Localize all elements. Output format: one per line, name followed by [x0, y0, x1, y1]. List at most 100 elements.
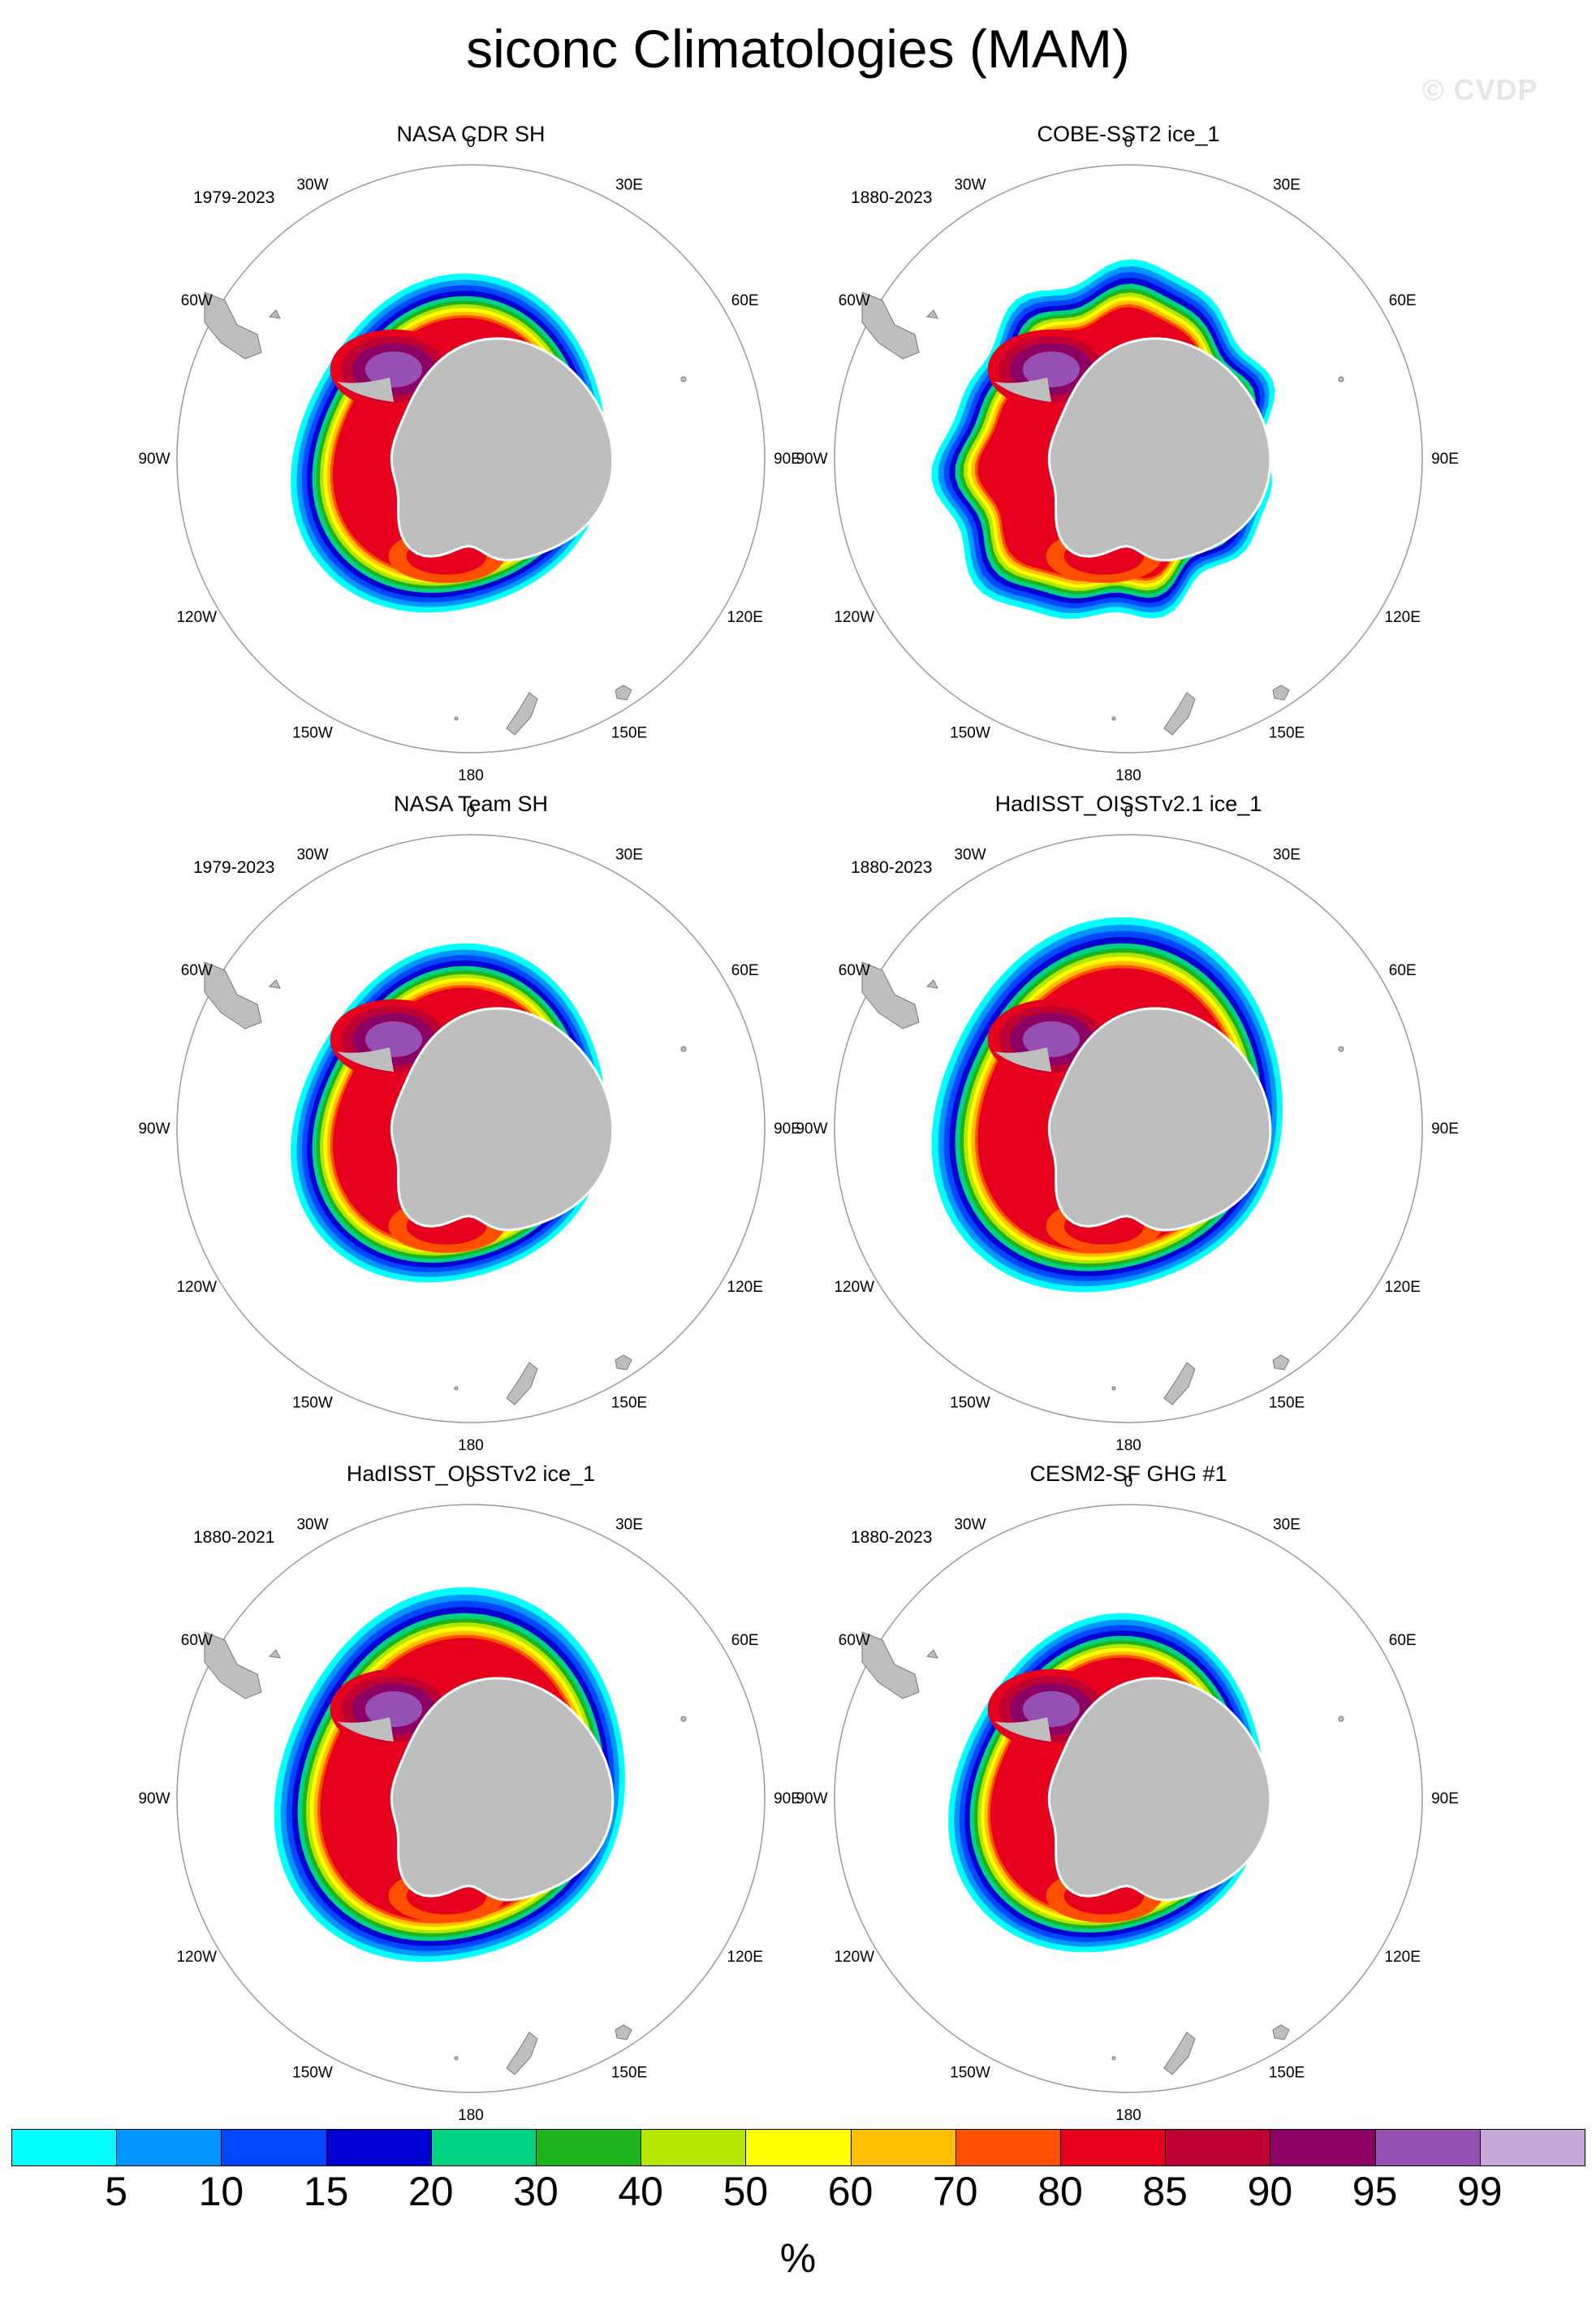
colorbar-segment: [430, 2129, 537, 2166]
longitude-label: 60E: [731, 1632, 759, 1649]
island-landmass: [454, 716, 459, 721]
colorbar-segment: [955, 2129, 1061, 2166]
colorbar-tick-label: 60: [827, 2169, 873, 2214]
longitude-labels: 0 30E 60E 90E 120E 150E 180 150W 120W 90W 60W 30W: [138, 804, 800, 1454]
colorbar-segment: [536, 2129, 642, 2166]
longitude-label: 90E: [774, 1790, 801, 1807]
island-landmass: [1338, 1716, 1344, 1722]
longitude-labels: 0 30E 60E 90E 120E 150E 180 150W 120W 90W 60W 30W: [796, 1474, 1458, 2124]
longitude-label: 60E: [1389, 962, 1417, 979]
longitude-label: 150E: [1269, 1395, 1305, 1412]
antarctic-peninsula: [337, 378, 394, 402]
longitude-label: 150W: [950, 1395, 990, 1412]
longitude-label: 60E: [731, 292, 759, 309]
longitude-label: 120W: [834, 1949, 874, 1966]
longitude-label: 120E: [1385, 1279, 1421, 1296]
longitude-label: 0: [1124, 1474, 1133, 1491]
longitude-label: 150E: [1269, 2065, 1305, 2082]
longitude-label: 30W: [954, 846, 986, 863]
longitude-labels: 0 30E 60E 90E 120E 150E 180 150W 120W 90W 60W 30W: [138, 1474, 800, 2124]
panel-title: HadISST_OISSTv2 ice_1: [346, 1462, 596, 1486]
map-panel: HadISST_OISSTv2 ice_1 1880-2021 0 30E 60E 90E…: [122, 1462, 820, 2124]
south-america-landmass: [204, 1631, 262, 1699]
longitude-label: 150E: [611, 2065, 647, 2082]
polar-map: 0 30E 60E 90E 120E 150E 180 150W 120W 90W 60W 30W: [138, 804, 800, 1454]
colorbar-tick-label: 99: [1456, 2169, 1503, 2214]
longitude-label: 60W: [181, 1632, 213, 1649]
panel-period: 1979-2023: [193, 858, 275, 877]
map-panel: COBE-SST2 ice_1 1880-2023 0 30E 60E 90E 120E 15…: [779, 122, 1477, 784]
map-panel: CESM2-SF GHG #1 1880-2023 0 30E 60E 90E 120E 15…: [779, 1462, 1477, 2124]
colorbar-segment: [745, 2129, 852, 2166]
longitude-label: 180: [1115, 2107, 1141, 2124]
panel-title: CESM2-SF GHG #1: [1029, 1462, 1227, 1486]
island-landmass: [925, 309, 938, 319]
antarctic-peninsula: [994, 378, 1051, 402]
new-zealand-landmass: [1163, 2032, 1196, 2075]
longitude-label: 60E: [1389, 292, 1417, 309]
island-landmass: [925, 979, 938, 989]
longitude-label: 0: [1124, 134, 1133, 151]
longitude-label: 30E: [615, 176, 643, 193]
longitude-labels: 0 30E 60E 90E 120E 150E 180 150W 120W 90W 60W 30W: [138, 134, 800, 784]
polar-map: 0 30E 60E 90E 120E 150E 180 150W 120W 90W 60W 30W: [796, 1474, 1458, 2124]
colorbar-tick-label: 70: [932, 2169, 978, 2214]
colorbar-segment: [1060, 2129, 1167, 2166]
colorbar-tick-label: 40: [618, 2169, 663, 2214]
ice-core-band: [1022, 1021, 1081, 1058]
longitude-label: 150W: [292, 725, 333, 742]
panel-period: 1880-2023: [851, 1528, 933, 1547]
panel-title: NASA CDR SH: [396, 122, 546, 146]
island-landmass: [1338, 1046, 1344, 1052]
south-america-landmass: [861, 961, 920, 1030]
colorbar-tick-label: 90: [1247, 2169, 1293, 2214]
antarctic-peninsula: [994, 1047, 1051, 1072]
longitude-label: 180: [458, 1437, 484, 1454]
longitude-label: 30W: [296, 1516, 328, 1533]
island-landmass: [454, 1386, 459, 1391]
colorbar-units: %: [779, 2235, 817, 2281]
longitude-label: 30W: [296, 846, 328, 863]
colorbar-segment: [1270, 2129, 1376, 2166]
longitude-label: 30E: [615, 1516, 643, 1533]
new-zealand-landmass: [506, 692, 538, 736]
longitude-label: 90W: [138, 451, 170, 468]
longitude-label: 120E: [1385, 1949, 1421, 1966]
colorbar-tick-label: 20: [408, 2169, 454, 2214]
colorbar-tick-label: 30: [513, 2169, 559, 2214]
longitude-label: 120E: [727, 609, 763, 626]
longitude-label: 150W: [292, 1395, 333, 1412]
polar-map: 0 30E 60E 90E 120E 150E 180 150W 120W 90W 60W 30W: [138, 134, 800, 784]
longitude-label: 90E: [1431, 1120, 1459, 1138]
longitude-label: 90W: [138, 1120, 170, 1138]
colorbar-segment: [116, 2129, 222, 2166]
longitude-label: 30W: [954, 1516, 986, 1533]
island-landmass: [1111, 1386, 1116, 1391]
longitude-label: 60W: [839, 1632, 870, 1649]
south-america-landmass: [861, 1631, 920, 1699]
longitude-label: 60W: [181, 962, 213, 979]
longitude-label: 90E: [1431, 1790, 1459, 1807]
antarctica-landmass: [1047, 1007, 1272, 1232]
longitude-label: 180: [1115, 1437, 1141, 1454]
longitude-label: 0: [467, 1474, 476, 1491]
tasmania-landmass: [1272, 2024, 1290, 2040]
island-landmass: [680, 1046, 687, 1052]
tasmania-landmass: [1272, 684, 1290, 701]
polar-map: 0 30E 60E 90E 120E 150E 180 150W 120W 90W 60W 30W: [796, 804, 1459, 1454]
tasmania-landmass: [615, 2024, 632, 2040]
longitude-label: 120E: [727, 1949, 763, 1966]
colorbar-tick-label: 10: [198, 2169, 244, 2214]
ice-core-band: [364, 1021, 423, 1058]
longitude-label: 90E: [774, 451, 801, 468]
island-landmass: [925, 1649, 938, 1659]
island-landmass: [454, 2056, 459, 2061]
panel-period: 1880-2023: [851, 188, 933, 207]
longitude-label: 120E: [1385, 609, 1421, 626]
antarctica-landmass: [1047, 337, 1272, 562]
colorbar-segment: [850, 2129, 956, 2166]
longitude-label: 120W: [834, 1279, 874, 1296]
panel-period: 1880-2021: [193, 1528, 275, 1547]
colorbar: [11, 2129, 1585, 2168]
ice-core-band: [1022, 351, 1081, 388]
